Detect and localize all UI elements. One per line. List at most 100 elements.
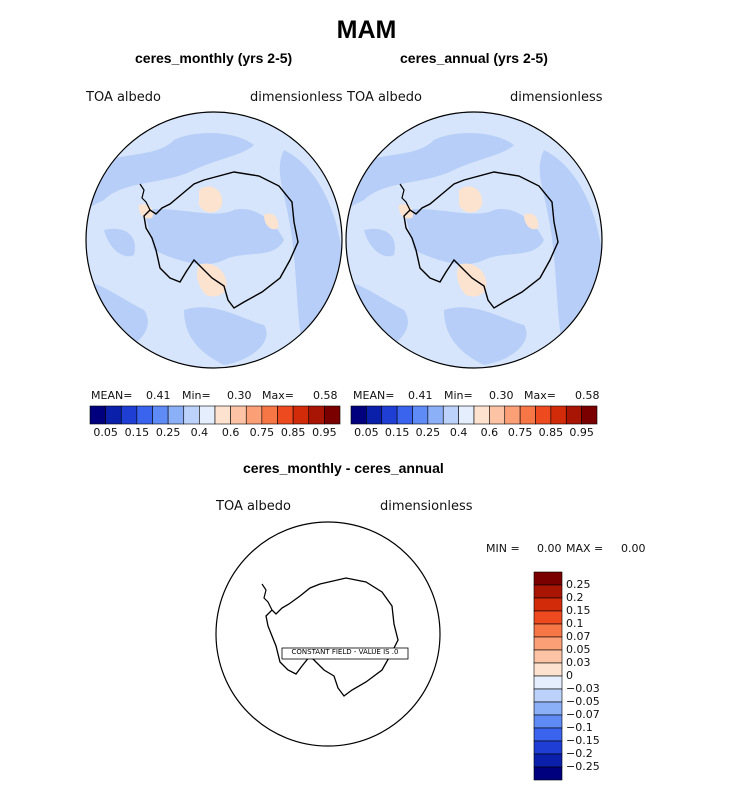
colorbar-swatch [533, 714, 563, 729]
colorbar-swatch [136, 405, 153, 425]
colorbar-swatch [381, 405, 398, 425]
colorbar-swatch [473, 405, 490, 425]
colorbar-swatch [412, 405, 429, 425]
colorbar-swatch [533, 584, 563, 599]
colorbar-tick-label: 0.05 [354, 426, 379, 439]
antarctica-coastline [403, 171, 559, 309]
panel-1-colorbar-ticks: 0.05 0.15 0.25 0.4 0.6 0.75 0.85 0.95 [90, 426, 340, 440]
colorbar-swatch [533, 766, 563, 781]
colorbar-swatch [427, 405, 444, 425]
albedo-high-region [444, 307, 527, 365]
panel-1-mean-value: 0.41 [146, 389, 171, 402]
panel-2-min-value: 0.30 [489, 389, 514, 402]
map-boundary [85, 111, 343, 369]
diff-min-value: 0.00 [537, 542, 562, 555]
diff-min-label: MIN = [486, 542, 520, 555]
colorbar-tick-label: −0.15 [566, 734, 600, 747]
diff-max-label: MAX = [566, 542, 604, 555]
colorbar-swatch [277, 405, 294, 425]
colorbar-swatch [519, 405, 536, 425]
constant-field-annotation: CONSTANT FIELD - VALUE IS .0 [291, 648, 399, 656]
colorbar-swatch [458, 405, 475, 425]
colorbar-swatch [89, 405, 106, 425]
panel-1-mean-label: MEAN= [91, 389, 133, 402]
colorbar-swatch [442, 405, 459, 425]
panel-2-mean-label: MEAN= [353, 389, 395, 402]
colorbar-tick-label: 0.15 [124, 426, 150, 439]
panel-2-min-label: Min= [444, 389, 473, 402]
colorbar-swatch [396, 405, 413, 425]
colorbar-swatch [533, 623, 563, 638]
colorbar-swatch [366, 405, 383, 425]
map-boundary [345, 111, 603, 369]
colorbar-swatch [533, 740, 563, 755]
albedo-peak-region [456, 263, 487, 297]
colorbar-swatch [533, 610, 563, 625]
albedo-high-region [86, 133, 254, 210]
albedo-high-region [144, 208, 284, 265]
colorbar-swatch [292, 405, 310, 425]
colorbar-tick-label: 0.15 [384, 426, 410, 439]
colorbar-tick-label: 0.95 [569, 426, 594, 439]
diff-panel-subtitle: ceres_monthly - ceres_annual [243, 460, 444, 476]
colorbar-tick-label: 0.6 [221, 426, 240, 439]
panel-1-min-value: 0.30 [227, 389, 252, 402]
panel-2-colorbar-ticks: 0.05 0.15 0.25 0.4 0.6 0.75 0.85 0.95 [351, 426, 597, 440]
colorbar-swatch [230, 405, 247, 425]
map-boundary [215, 521, 441, 747]
colorbar-swatch [308, 405, 325, 425]
diff-max-value: 0.00 [621, 542, 646, 555]
colorbar-swatch [533, 636, 563, 651]
colorbar-swatch [324, 405, 341, 425]
diff-colorbar [533, 571, 563, 781]
colorbar-tick-label: 0.25 [155, 426, 181, 439]
colorbar-tick-label: 0.75 [507, 426, 533, 439]
colorbar-tick-label: −0.2 [566, 747, 593, 760]
diff-panel-variable: TOA albedo [216, 499, 292, 514]
panel-2-map [345, 111, 603, 369]
colorbar-swatch [535, 405, 552, 425]
colorbar-swatch [533, 688, 563, 703]
colorbar-tick-label: 0.75 [249, 426, 275, 439]
colorbar-tick-label: −0.25 [566, 760, 600, 773]
colorbar-tick-label: 0.6 [480, 426, 499, 439]
panel-1-map [85, 111, 343, 369]
colorbar-tick-label: −0.1 [566, 721, 593, 734]
colorbar-tick-label: −0.07 [566, 708, 600, 721]
colorbar-swatch [120, 405, 138, 425]
diff-colorbar-ticks: 0.25 0.2 0.15 0.1 0.07 0.05 0.03 0 −0.03 −0.05 −0.… [566, 572, 626, 780]
colorbar-swatch [350, 405, 367, 425]
panel-2-units: dimensionless [510, 90, 603, 105]
colorbar-swatch [533, 662, 563, 677]
colorbar-swatch [152, 405, 169, 425]
colorbar-tick-label: 0 [566, 669, 573, 682]
colorbar-tick-label: 0.25 [566, 578, 591, 591]
panel-2-max-value: 0.58 [575, 389, 600, 402]
antarctic-peninsula [399, 183, 411, 211]
colorbar-tick-label: 0.03 [566, 656, 591, 669]
colorbar-swatch [533, 649, 563, 664]
colorbar-swatch [504, 405, 521, 425]
colorbar-swatch [214, 405, 231, 425]
panel-2-mean-value: 0.41 [408, 389, 433, 402]
albedo-high-region [184, 307, 267, 365]
albedo-high-region [104, 228, 135, 257]
colorbar-tick-label: 0.2 [566, 591, 584, 604]
albedo-peak-region [524, 213, 539, 230]
albedo-high-region [404, 208, 544, 265]
colorbar-swatch [533, 675, 563, 690]
panel-2-colorbar [350, 405, 598, 425]
colorbar-swatch [533, 753, 563, 768]
panel-1-units: dimensionless [250, 90, 343, 105]
colorbar-tick-label: 0.4 [190, 426, 209, 439]
panel-1-max-label: Max= [262, 389, 294, 402]
colorbar-swatch [533, 597, 563, 612]
colorbar-tick-label: 0.05 [566, 643, 591, 656]
colorbar-swatch [550, 405, 567, 425]
panel-2-subtitle: ceres_annual (yrs 2-5) [400, 50, 548, 66]
colorbar-swatch [565, 405, 582, 425]
diff-panel-map [215, 521, 441, 747]
antarctic-peninsula [139, 183, 151, 211]
panel-1-variable: TOA albedo [86, 90, 162, 105]
panel-1-colorbar [89, 405, 341, 425]
